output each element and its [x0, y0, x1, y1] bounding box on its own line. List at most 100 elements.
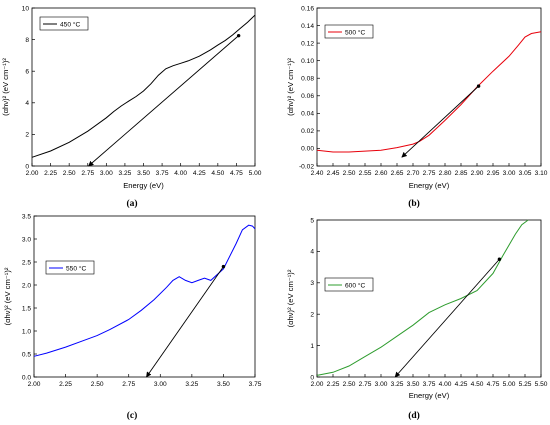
x-tick-label: 2.75: [122, 381, 135, 388]
panel-label: (b): [408, 198, 420, 209]
x-tick-label: 4.00: [174, 170, 187, 177]
x-tick-label: 2.50: [343, 170, 356, 177]
tangent-point: [497, 257, 502, 261]
x-tick-label: 4.00: [439, 381, 452, 388]
x-tick-label: 2.40: [311, 170, 324, 177]
legend-label: 500 °C: [345, 28, 365, 36]
x-tick-label: 4.75: [230, 170, 243, 177]
y-tick-label: 4: [25, 100, 29, 107]
y-tick-label: 0: [25, 163, 29, 170]
panel-label: (d): [408, 410, 420, 421]
x-axis-label: Energy (eV): [409, 181, 450, 190]
x-tick-label: 4.25: [193, 170, 206, 177]
y-tick-label: 0.06: [301, 93, 314, 100]
y-tick-label: 4: [310, 249, 314, 256]
tangent-point: [221, 264, 226, 269]
series-line: [31, 14, 256, 158]
panel-label: (c): [127, 410, 138, 421]
legend-box: [324, 24, 374, 39]
y-tick-label: 0.08: [301, 76, 314, 83]
plot-frame: [316, 219, 542, 378]
x-tick-label: 3.05: [519, 170, 532, 177]
y-tick-label: -0.02: [299, 163, 314, 170]
x-axis-label: Energy (eV): [123, 181, 164, 190]
x-tick-label: 2.00: [28, 381, 41, 388]
x-tick-label: 3.10: [535, 170, 548, 177]
x-tick-label: 2.65: [391, 170, 404, 177]
y-tick-label: 5: [310, 217, 314, 224]
x-tick-label: 5.50: [535, 381, 548, 388]
tangent-arrow: [394, 258, 500, 378]
legend-box: [39, 16, 89, 31]
x-tick-label: 2.00: [26, 170, 39, 177]
x-tick-label: 2.50: [63, 170, 76, 177]
tangent-arrow: [88, 35, 239, 167]
y-axis-label: (αhν)² (eV cm⁻¹)²: [1, 58, 10, 116]
chart-panel-4: 2.00 2.25 2.50 2.75 3.00 3.25 3.50 3.75 4.00 4.25…: [286, 217, 548, 421]
panel-label: (a): [126, 198, 137, 209]
y-axis-label: (αhν)² (eV cm⁻¹)²: [286, 58, 295, 116]
y-tick-label: 3.5: [22, 213, 31, 220]
legend-label: 550 °C: [66, 264, 86, 272]
series-line: [316, 31, 542, 153]
series-line: [316, 219, 529, 376]
x-tick-label: 2.25: [44, 170, 57, 177]
x-tick-label: 4.25: [455, 381, 468, 388]
x-tick-label: 3.50: [137, 170, 150, 177]
x-tick-label: 2.45: [327, 170, 340, 177]
y-tick-label: 2.5: [22, 259, 31, 266]
y-tick-label: 2: [25, 132, 29, 139]
tangent-point: [236, 33, 241, 38]
x-tick-label: 4.50: [471, 381, 484, 388]
chart-panel-1: 2.00 2.25 2.50 2.75 3.00 3.25 3.50 3.75 4.00 4.25…: [1, 5, 262, 209]
x-tick-label: 2.80: [439, 170, 452, 177]
legend-label: 600 °C: [345, 281, 365, 289]
y-tick-label: 1.0: [22, 328, 31, 335]
y-tick-label: 10: [22, 5, 30, 12]
x-tick-label: 3.75: [423, 381, 436, 388]
y-tick-label: 1.5: [22, 305, 31, 312]
x-tick-label: 3.25: [118, 170, 131, 177]
x-tick-label: 3.00: [503, 170, 516, 177]
y-tick-label: 0.5: [22, 351, 31, 358]
x-tick-label: 5.25: [519, 381, 532, 388]
y-tick-label: 0.0: [22, 374, 31, 381]
x-tick-label: 3.50: [407, 381, 420, 388]
x-tick-label: 2.50: [343, 381, 356, 388]
x-tick-label: 5.00: [503, 381, 516, 388]
y-tick-label: 0.04: [301, 111, 314, 118]
x-tick-label: 2.50: [91, 381, 104, 388]
plot-frame: [33, 215, 256, 378]
legend-label: 450 °C: [60, 20, 80, 28]
x-tick-label: 3.75: [249, 381, 262, 388]
plot-frame: [31, 7, 256, 167]
x-tick-label: 2.75: [423, 170, 436, 177]
x-tick-label: 3.00: [100, 170, 113, 177]
y-tick-label: 3.0: [22, 236, 31, 243]
tangent-arrow: [401, 85, 479, 158]
x-tick-label: 2.75: [81, 170, 94, 177]
y-tick-label: 0.14: [301, 23, 314, 30]
y-axis-label: (αhν)² (eV cm⁻¹)²: [3, 267, 12, 325]
x-tick-label: 4.75: [487, 381, 500, 388]
x-tick-label: 3.00: [154, 381, 167, 388]
x-tick-label: 2.70: [407, 170, 420, 177]
y-tick-label: 0: [310, 374, 314, 381]
x-tick-label: 2.25: [327, 381, 340, 388]
legend-box: [324, 277, 374, 292]
x-tick-label: 2.90: [471, 170, 484, 177]
x-tick-label: 2.55: [359, 170, 372, 177]
x-axis-label: Energy (eV): [409, 391, 450, 400]
chart-panel-2: 2.40 2.45 2.50 2.55 2.60 2.65 2.70 2.75 2.80 2.85…: [286, 5, 548, 209]
chart-panel-3: 2.00 2.25 2.50 2.75 3.00 3.25 3.50 3.75 0.0 0.5 1.…: [3, 213, 262, 421]
y-tick-label: 3: [310, 280, 314, 287]
x-tick-label: 3.50: [217, 381, 230, 388]
y-tick-label: 2.0: [22, 282, 31, 289]
y-tick-label: 6: [25, 69, 29, 76]
y-tick-label: 0.16: [301, 5, 314, 12]
x-tick-label: 2.85: [455, 170, 468, 177]
x-tick-label: 2.75: [359, 381, 372, 388]
x-tick-label: 2.95: [487, 170, 500, 177]
x-tick-label: 3.75: [156, 170, 169, 177]
